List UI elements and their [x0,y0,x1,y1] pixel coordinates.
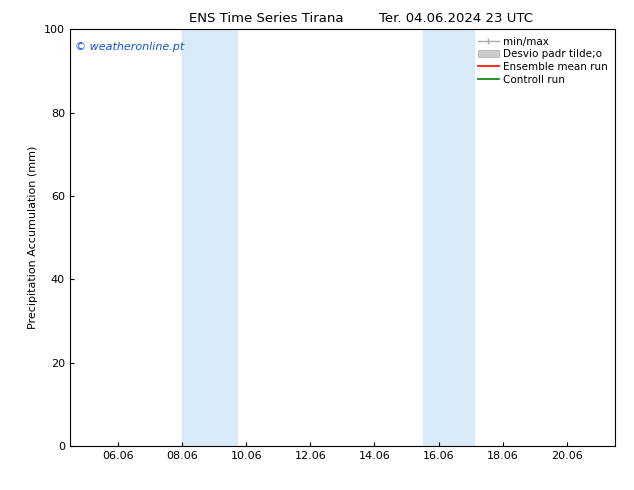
Bar [182,29,236,446]
Legend: min/max, Desvio padr tilde;o, Ensemble mean run, Controll run: min/max, Desvio padr tilde;o, Ensemble m… [476,35,610,87]
Bar [422,29,474,446]
Text: © weatheronline.pt: © weatheronline.pt [75,42,184,52]
Y-axis label: Precipitation Accumulation (mm): Precipitation Accumulation (mm) [29,146,38,329]
Text: Ter. 04.06.2024 23 UTC: Ter. 04.06.2024 23 UTC [380,12,533,25]
Text: ENS Time Series Tirana: ENS Time Series Tirana [189,12,344,25]
